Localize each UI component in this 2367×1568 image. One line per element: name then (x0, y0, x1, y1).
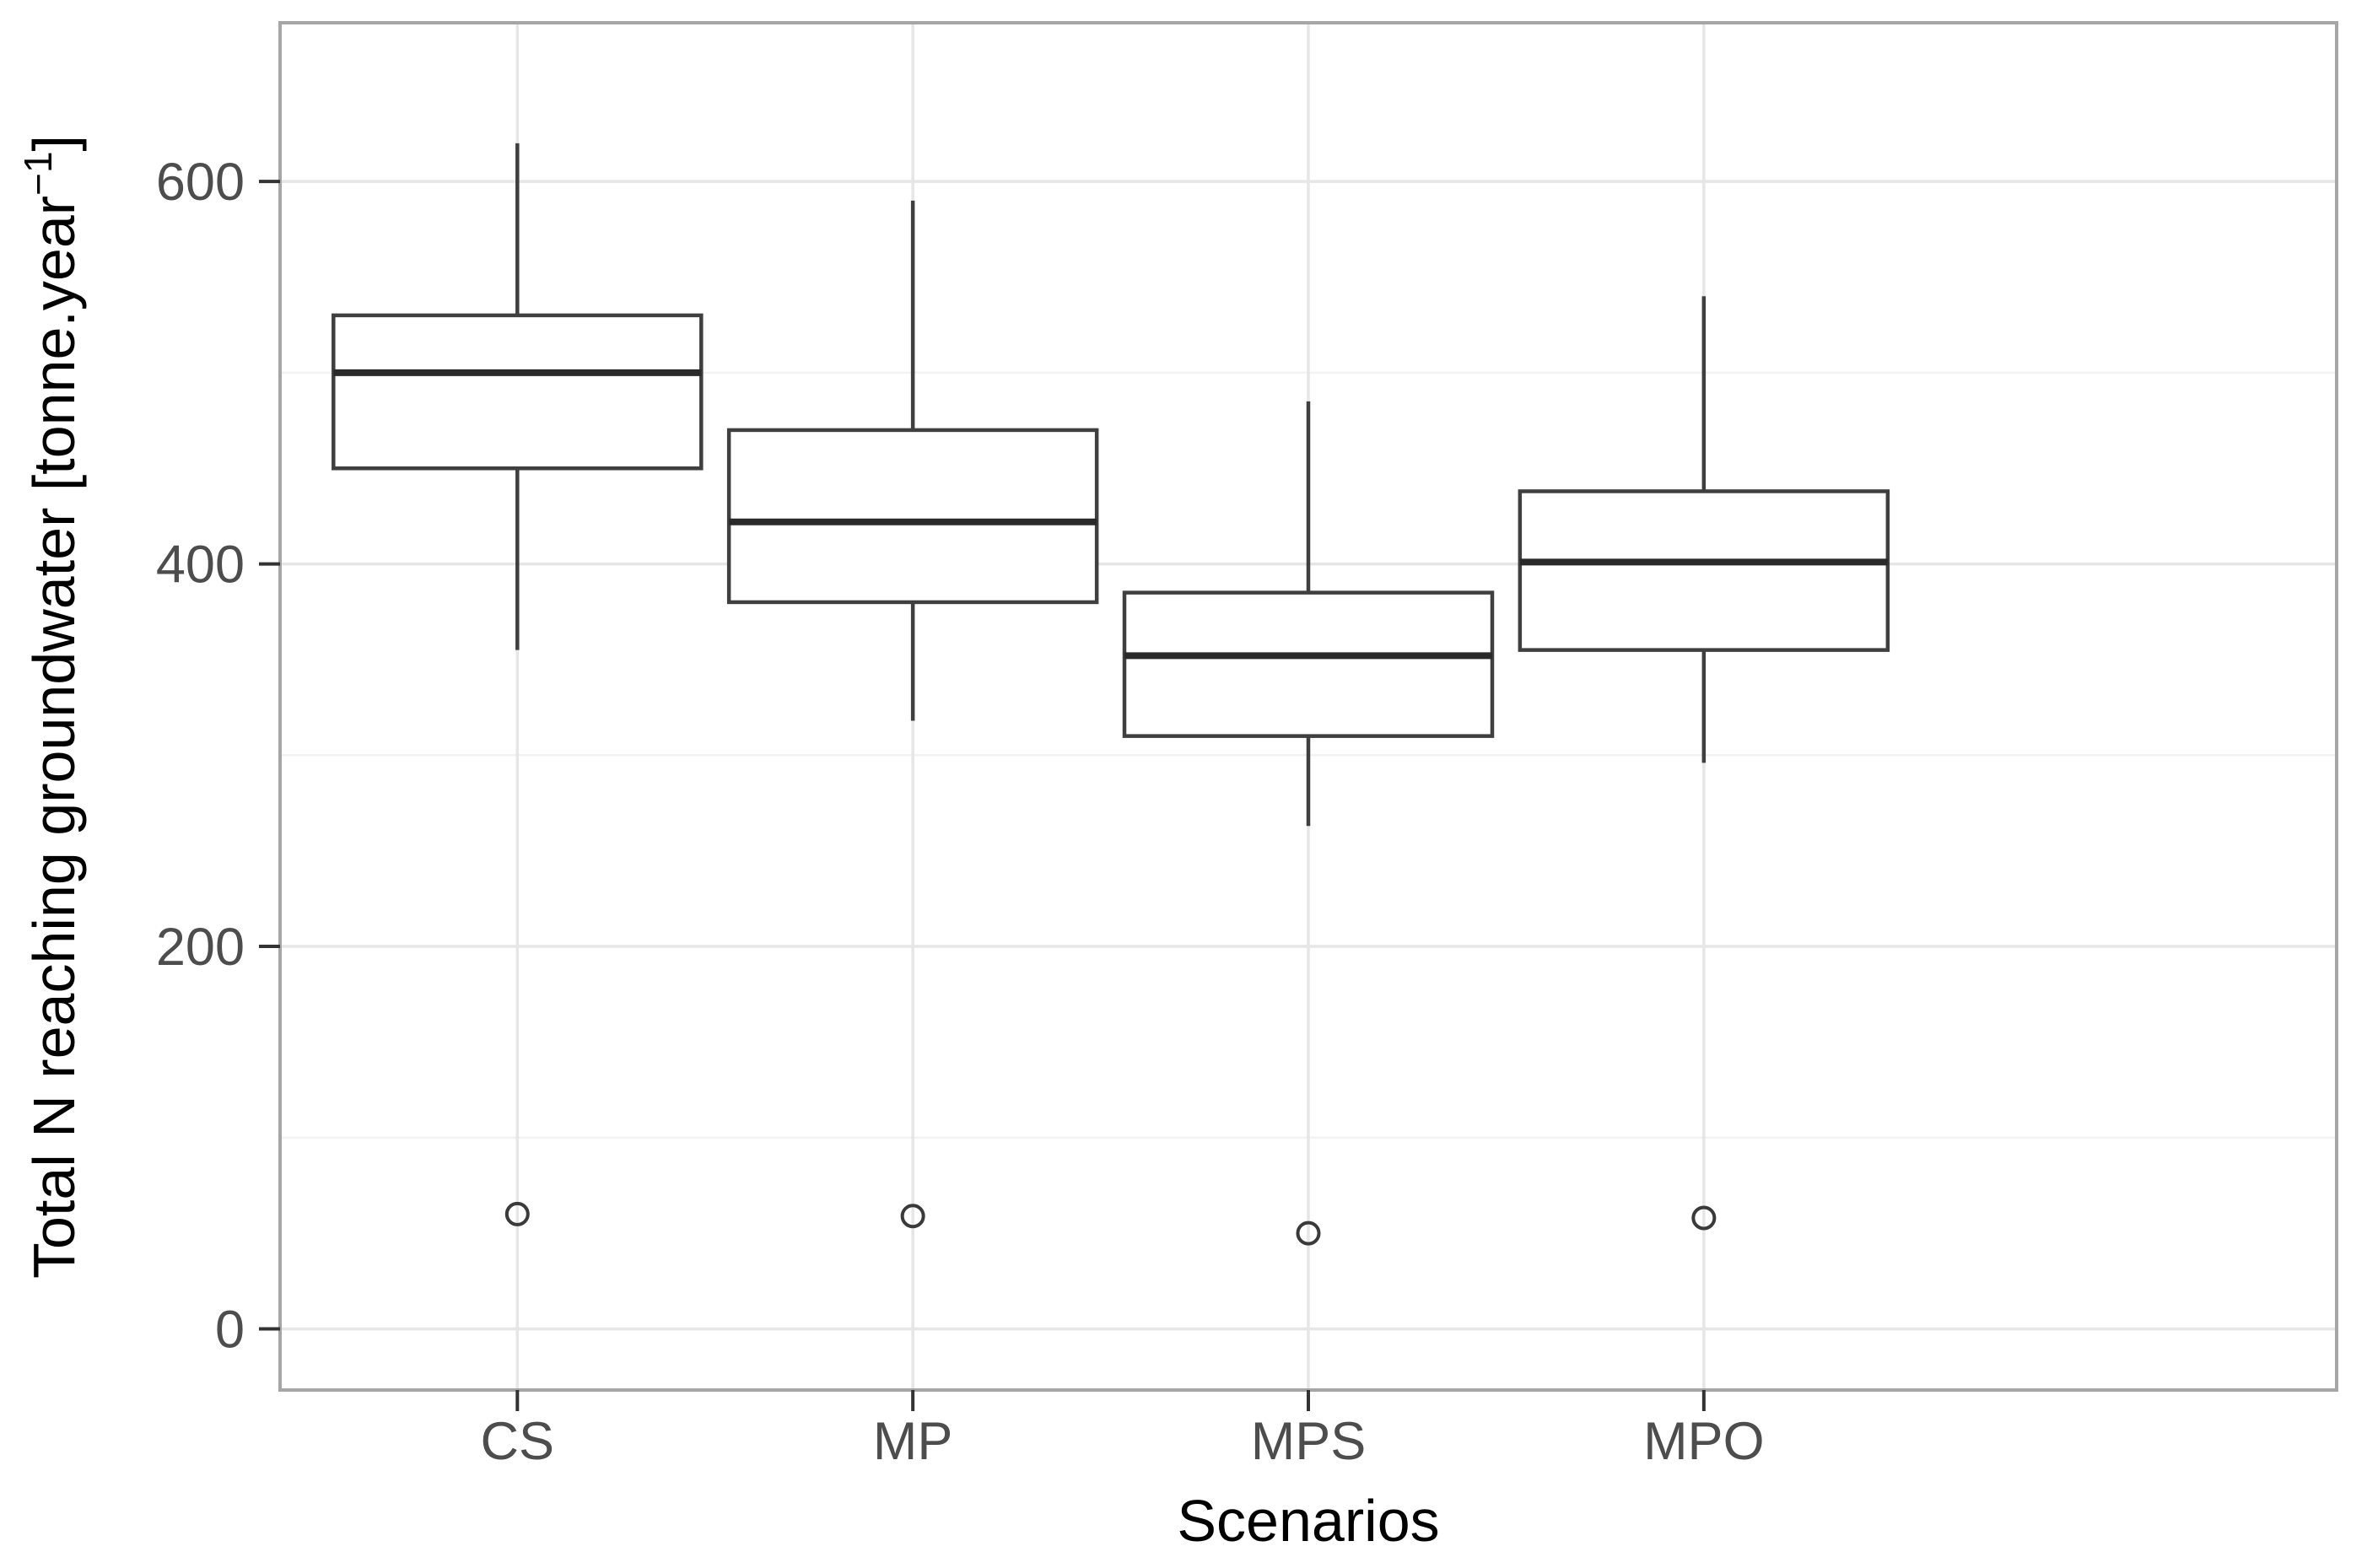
y-tick-label-400: 400 (156, 536, 245, 595)
iqr-box-CS (332, 313, 704, 471)
y-axis-title-superscript: −1 (16, 151, 60, 195)
boxplot-MPO (1518, 296, 1890, 1231)
outlier-point-CS (504, 1201, 530, 1226)
y-axis-title-bracket: ] (21, 135, 87, 151)
boxplot-MPS (1122, 401, 1495, 1246)
x-tick-label-MPS: MPS (1251, 1412, 1367, 1471)
iqr-box-MP (726, 428, 1099, 605)
outlier-point-MPS (1296, 1220, 1321, 1246)
x-tick-label-MP: MP (873, 1412, 953, 1471)
outlier-point-MP (900, 1204, 925, 1229)
iqr-box-MPS (1122, 590, 1495, 738)
boxplot-CS (332, 143, 704, 1226)
axis-layer: 0 200 400 600 CS MP MPS MPO (156, 153, 1765, 1471)
x-tick-label-MPO: MPO (1643, 1412, 1765, 1471)
x-tick-label-CS: CS (481, 1412, 555, 1471)
y-axis-title: Total N reaching groundwater [tonne.year… (16, 135, 87, 1279)
x-axis-title: Scenarios (1177, 1488, 1439, 1554)
y-tick-label-600: 600 (156, 153, 245, 212)
y-tick-label-0: 0 (215, 1301, 245, 1360)
y-tick-label-200: 200 (156, 918, 245, 977)
iqr-box-MPO (1518, 489, 1890, 652)
boxplot-MP (726, 200, 1099, 1229)
plot-panel-layer (278, 21, 2338, 1392)
outlier-point-MPO (1691, 1205, 1717, 1231)
y-axis-title-main: Total N reaching groundwater [tonne.year (21, 196, 87, 1279)
